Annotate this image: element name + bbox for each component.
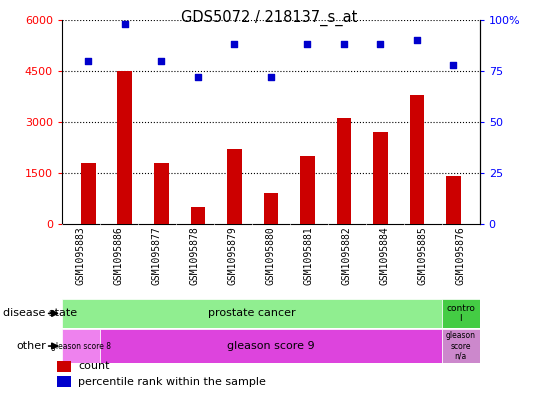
Text: GSM1095877: GSM1095877: [152, 226, 162, 285]
Bar: [100, 329, 442, 363]
Bar: [336, 118, 351, 224]
Point: [194, 74, 202, 80]
Point: [266, 74, 275, 80]
Text: gleason score 8: gleason score 8: [51, 342, 111, 351]
Point: [449, 61, 458, 68]
Point: [376, 41, 385, 47]
Text: disease state: disease state: [3, 309, 77, 318]
Bar: [190, 207, 205, 224]
Point: [340, 41, 348, 47]
Point: [121, 20, 129, 27]
Text: GSM1095878: GSM1095878: [190, 226, 200, 285]
Bar: [410, 95, 424, 224]
Text: prostate cancer: prostate cancer: [208, 309, 296, 318]
Bar: [58, 361, 71, 372]
Text: count: count: [79, 362, 110, 371]
Bar: [227, 149, 241, 224]
Point: [412, 37, 421, 43]
Bar: [118, 71, 132, 224]
Point: [303, 41, 312, 47]
Text: percentile rank within the sample: percentile rank within the sample: [79, 377, 266, 387]
Text: GSM1095883: GSM1095883: [76, 226, 86, 285]
Point: [84, 57, 93, 64]
Text: GSM1095879: GSM1095879: [228, 226, 238, 285]
Text: gleason
score
n/a: gleason score n/a: [446, 331, 476, 361]
Bar: [442, 299, 480, 328]
Text: GSM1095880: GSM1095880: [266, 226, 276, 285]
Text: GSM1095886: GSM1095886: [114, 226, 124, 285]
Bar: [58, 376, 71, 387]
Bar: [300, 156, 315, 224]
Bar: [446, 176, 461, 224]
Bar: [62, 329, 100, 363]
Bar: [442, 329, 480, 363]
Bar: [81, 163, 95, 224]
Text: GSM1095885: GSM1095885: [418, 226, 428, 285]
Text: contro
l: contro l: [446, 304, 475, 323]
Text: GSM1095876: GSM1095876: [455, 226, 466, 285]
Text: GSM1095884: GSM1095884: [380, 226, 390, 285]
Bar: [154, 163, 169, 224]
Point: [230, 41, 239, 47]
Point: [157, 57, 165, 64]
Text: other: other: [16, 341, 46, 351]
Text: GDS5072 / 218137_s_at: GDS5072 / 218137_s_at: [181, 10, 358, 26]
Bar: [264, 193, 278, 224]
Text: GSM1095881: GSM1095881: [304, 226, 314, 285]
Text: GSM1095882: GSM1095882: [342, 226, 352, 285]
Text: gleason score 9: gleason score 9: [227, 341, 315, 351]
Bar: [373, 132, 388, 224]
